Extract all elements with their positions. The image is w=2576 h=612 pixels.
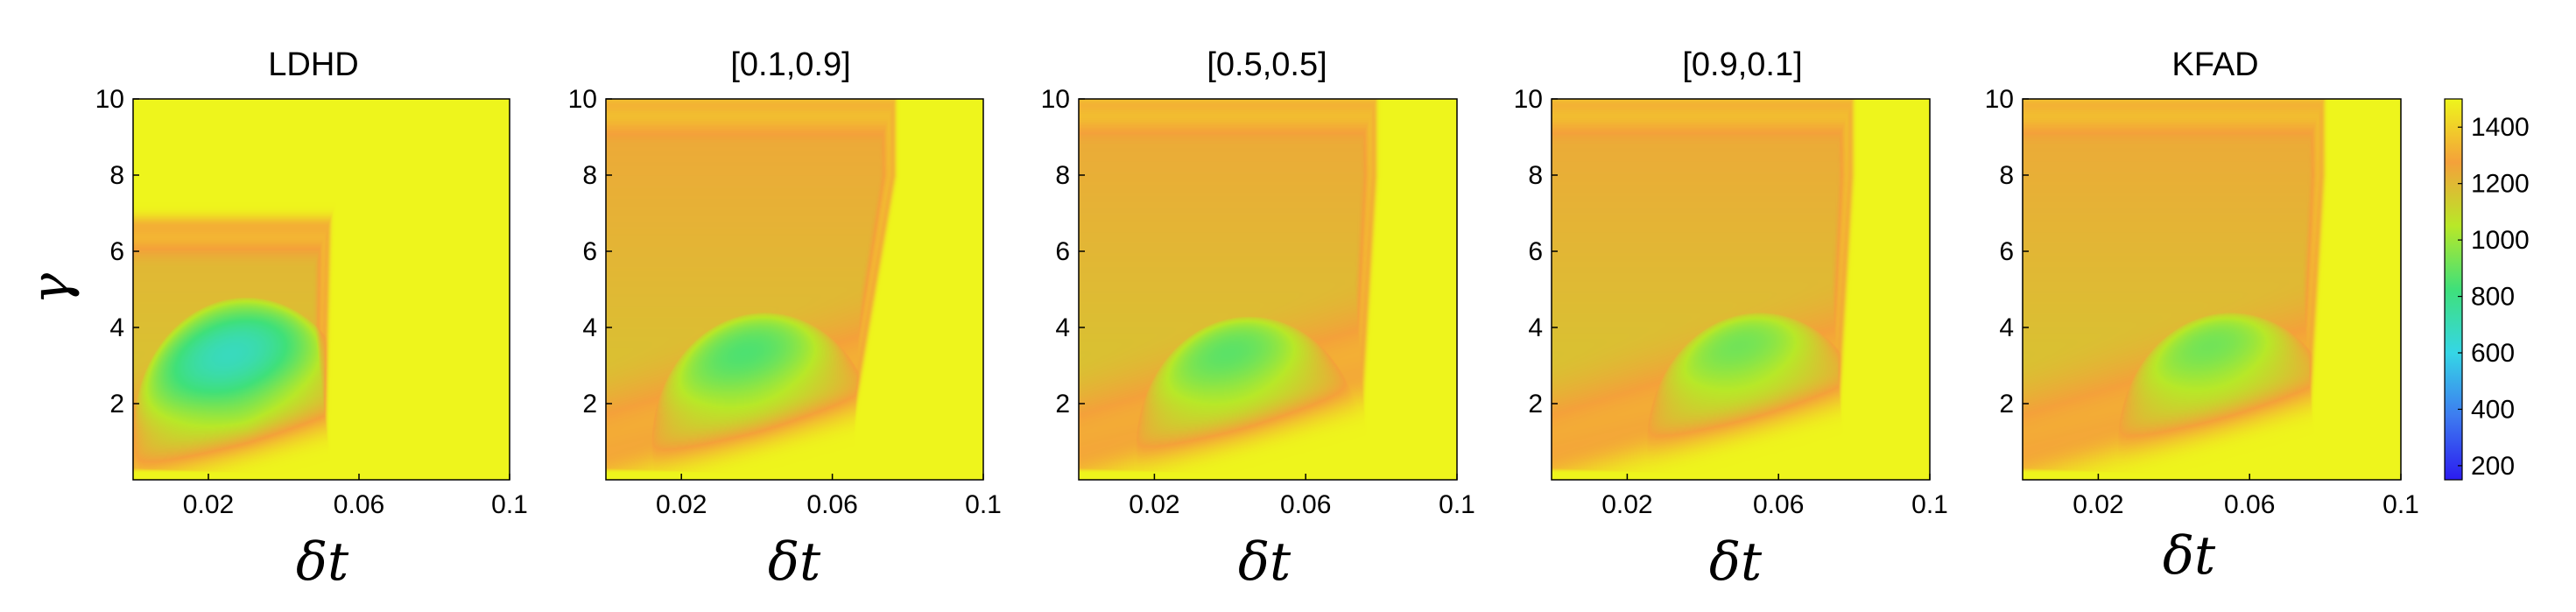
x-tick-label: 0.1	[965, 490, 1002, 519]
x-tick-label: 0.1	[491, 490, 528, 519]
y-axis-label: γ	[20, 273, 81, 305]
heatmap-plot-area: 0.02 0.06 0.1 2 4 6 8 10	[1041, 85, 1475, 519]
heatmap-image	[2023, 99, 2401, 480]
heatmap-image	[606, 99, 983, 480]
x-tick-label: 0.06	[1280, 490, 1331, 519]
y-tick-label: 4	[1999, 313, 2014, 342]
y-tick-label: 6	[109, 237, 124, 266]
panel-0.9-0.1: [0.9,0.1] 0.02 0.06 0.1 2 4 6 8 10 δt	[1514, 46, 1948, 593]
y-tick-label: 2	[109, 390, 124, 419]
x-tick-label: 0.1	[2382, 490, 2419, 519]
y-tick-label: 4	[582, 313, 597, 342]
heatmap-plot-area: 0.02 0.06 0.1 2 4 6 8 10	[1514, 85, 1948, 519]
panel-title: KFAD	[2171, 46, 2258, 83]
heatmap-plot-area: 0.02 0.06 0.1 2 4 6 8 10	[95, 85, 528, 519]
y-tick-label: 2	[582, 390, 597, 419]
panel-title: [0.5,0.5]	[1207, 46, 1327, 83]
y-tick-label: 10	[1041, 85, 1070, 114]
y-tick-label: 6	[582, 237, 597, 266]
heatmap-image	[133, 99, 510, 480]
heatmap-plot-area: 0.02 0.06 0.1 2 4 6 8 10	[1985, 85, 2419, 519]
colorbar-tick-label: 400	[2471, 395, 2515, 424]
colorbar: 200 400 600 800 1000 1200 1400	[2444, 98, 2530, 481]
plot-frame	[1078, 98, 1458, 481]
x-tick-label: 0.02	[2073, 490, 2123, 519]
colorbar-tick-label: 200	[2471, 452, 2515, 481]
heatmap-image	[1079, 99, 1457, 480]
panel-title: [0.1,0.9]	[730, 46, 850, 83]
x-axis-label: δt	[296, 531, 349, 593]
y-tick-label: 4	[109, 313, 124, 342]
y-tick-label: 2	[1055, 390, 1070, 419]
y-tick-label: 10	[568, 85, 597, 114]
x-tick-label: 0.02	[1601, 490, 1652, 519]
colorbar-tick-label: 1000	[2471, 226, 2530, 255]
panel-title: [0.9,0.1]	[1682, 46, 1802, 83]
y-tick-label: 6	[1528, 237, 1543, 266]
y-tick-label: 8	[582, 161, 597, 190]
y-tick-label: 6	[1055, 237, 1070, 266]
colorbar-tick-label: 1400	[2471, 113, 2530, 142]
x-tick-label: 0.06	[2224, 490, 2275, 519]
x-tick-label: 0.06	[806, 490, 857, 519]
x-axis-label: δt	[1709, 531, 1763, 593]
panel-0.5-0.5: [0.5,0.5] 0.02 0.06 0.1 2 4 6 8 10 δt	[1041, 46, 1475, 593]
colorbar-tick-label: 1200	[2471, 170, 2530, 199]
y-tick-label: 6	[1999, 237, 2014, 266]
heatmap-plot-area: 0.02 0.06 0.1 2 4 6 8 10	[568, 85, 1002, 519]
y-tick-label: 10	[1985, 85, 2014, 114]
x-tick-label: 0.06	[1753, 490, 1804, 519]
panel-kfad: KFAD 0.02 0.06 0.1 2 4 6 8 10 δt	[1985, 46, 2419, 587]
x-axis-label: δt	[1238, 531, 1292, 593]
y-tick-label: 4	[1055, 313, 1070, 342]
colorbar-tick-label: 800	[2471, 283, 2515, 312]
plot-frame	[132, 98, 510, 481]
x-tick-label: 0.02	[183, 490, 234, 519]
x-axis-label: δt	[2163, 525, 2216, 587]
colorbar-tick-label: 600	[2471, 339, 2515, 368]
y-tick-label: 8	[109, 161, 124, 190]
y-tick-label: 4	[1528, 313, 1543, 342]
plot-frame	[2022, 98, 2402, 481]
panel-ldhd: LDHD 0.02 0.06 0.1 2 4 6 8 10 δt γ	[20, 46, 528, 593]
plot-frame	[605, 98, 984, 481]
y-tick-label: 8	[1055, 161, 1070, 190]
y-tick-label: 10	[1514, 85, 1543, 114]
colorbar-gradient	[2444, 98, 2463, 481]
y-tick-label: 8	[1999, 161, 2014, 190]
y-tick-label: 2	[1528, 390, 1543, 419]
y-tick-label: 10	[95, 85, 124, 114]
x-axis-label: δt	[768, 531, 821, 593]
plot-frame	[1551, 98, 1931, 481]
x-tick-label: 0.02	[1129, 490, 1179, 519]
heatmap-image	[1552, 99, 1930, 480]
y-tick-label: 2	[1999, 390, 2014, 419]
x-tick-label: 0.1	[1439, 490, 1475, 519]
x-tick-label: 0.02	[656, 490, 707, 519]
panel-0.1-0.9: [0.1,0.9] 0.02 0.06 0.1 2 4 6 8 10 δt	[568, 46, 1002, 593]
x-tick-label: 0.06	[334, 490, 384, 519]
x-tick-label: 0.1	[1911, 490, 1948, 519]
panel-title: LDHD	[268, 46, 358, 83]
y-tick-label: 8	[1528, 161, 1543, 190]
